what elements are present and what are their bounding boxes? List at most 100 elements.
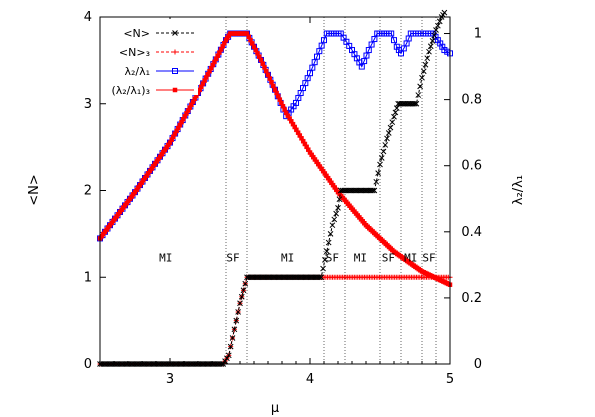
series-point — [225, 352, 232, 359]
series-point — [431, 32, 438, 39]
series-point — [380, 148, 387, 155]
series-point — [363, 52, 370, 59]
x-tick-label: 3 — [166, 372, 174, 387]
series-point — [231, 326, 238, 333]
series-point — [267, 76, 272, 81]
axis-layer: 3 4 5 0 1 2 3 4 0 0.2 0.4 0.6 0.8 1 — [84, 10, 482, 387]
right-y-tick-label: 0 — [474, 357, 482, 372]
phase-label: MI — [404, 252, 417, 265]
series-point — [391, 37, 397, 44]
series-point — [392, 109, 399, 116]
series-point — [382, 142, 389, 148]
legend: <N> <N>₃ λ₂/λ₁ (λ₂/λ₁)₃ — [102, 19, 198, 97]
right-y-tick-label: 0.6 — [461, 159, 482, 174]
series-point — [424, 55, 431, 62]
series-point — [316, 274, 323, 281]
series-line — [100, 276, 450, 365]
series-point — [384, 135, 390, 142]
phase-label: MI — [354, 252, 367, 265]
series-point — [258, 57, 264, 63]
legend-background — [102, 19, 198, 95]
x-tick-label: 4 — [306, 372, 314, 387]
right-y-axis-label: λ₂/λ₁ — [511, 175, 526, 205]
series-point — [441, 9, 448, 16]
left-y-tick-label: 3 — [84, 97, 92, 112]
series-point — [242, 280, 249, 287]
series-point — [333, 210, 339, 217]
left-y-tick-label: 1 — [84, 270, 92, 285]
series-point — [314, 53, 320, 60]
series-point — [323, 248, 330, 255]
series-point — [238, 293, 245, 300]
series-point — [316, 48, 323, 55]
phase-boundary-layer — [225, 17, 437, 364]
right-y-tick-label: 0.2 — [461, 291, 482, 306]
series-point — [371, 187, 378, 194]
series-point — [391, 113, 397, 120]
series-point — [321, 37, 327, 44]
series-point — [222, 358, 228, 364]
series-point — [322, 257, 328, 263]
right-y-tick-label: 1 — [474, 27, 482, 42]
series-point — [172, 87, 178, 93]
left-y-tick-label: 0 — [84, 357, 92, 372]
series-point — [413, 100, 420, 107]
phase-label: SF — [422, 252, 435, 265]
series-point — [227, 343, 234, 350]
series-point — [262, 65, 267, 70]
series-point — [358, 63, 365, 70]
series-point — [172, 68, 178, 74]
series-point — [224, 355, 230, 362]
series-point — [385, 130, 392, 136]
phase-label: SF — [326, 252, 339, 265]
series-point — [426, 48, 432, 55]
left-y-axis-label: <N> — [27, 174, 42, 206]
series-point — [373, 178, 380, 185]
series-point — [311, 59, 318, 66]
series-point — [335, 204, 341, 211]
phase-label: MI — [159, 252, 172, 265]
series-point — [327, 231, 334, 237]
right-y-tick-label: 0.8 — [461, 93, 482, 108]
series-point — [318, 274, 325, 281]
series-point — [172, 30, 178, 36]
series-group — [97, 9, 448, 367]
series-point — [331, 216, 338, 223]
series-point — [387, 124, 394, 131]
x-tick-label: 5 — [446, 372, 454, 387]
series-point — [435, 22, 441, 29]
series-point — [240, 287, 247, 294]
series-group — [97, 31, 453, 287]
series-point — [361, 58, 368, 65]
series-point — [318, 42, 325, 49]
series-point — [365, 47, 372, 54]
series-point — [429, 38, 436, 44]
series-point — [265, 72, 271, 78]
series-point — [233, 317, 240, 324]
series-point — [307, 70, 313, 77]
series-point — [371, 36, 378, 43]
series-point — [436, 18, 443, 25]
series-point — [420, 68, 427, 75]
series-point — [419, 74, 425, 81]
series-point — [325, 239, 332, 246]
series-point — [309, 64, 316, 71]
left-y-tick-label: 2 — [84, 184, 92, 199]
series-point — [427, 43, 434, 50]
legend-label: λ₂/λ₁ — [124, 65, 150, 78]
phase-label: SF — [226, 252, 239, 265]
series-point — [229, 335, 236, 341]
series-point — [378, 155, 385, 161]
series-point — [336, 196, 343, 203]
legend-label: (λ₂/λ₁)₃ — [111, 84, 150, 97]
series-point — [411, 100, 418, 107]
series-point — [369, 187, 376, 194]
series-point — [260, 61, 265, 66]
series-point — [329, 222, 336, 229]
series-point — [393, 105, 400, 111]
right-y-tick-label: 0.4 — [461, 225, 482, 240]
series-point — [237, 300, 243, 307]
series-point — [415, 92, 422, 98]
series-point — [235, 309, 241, 315]
